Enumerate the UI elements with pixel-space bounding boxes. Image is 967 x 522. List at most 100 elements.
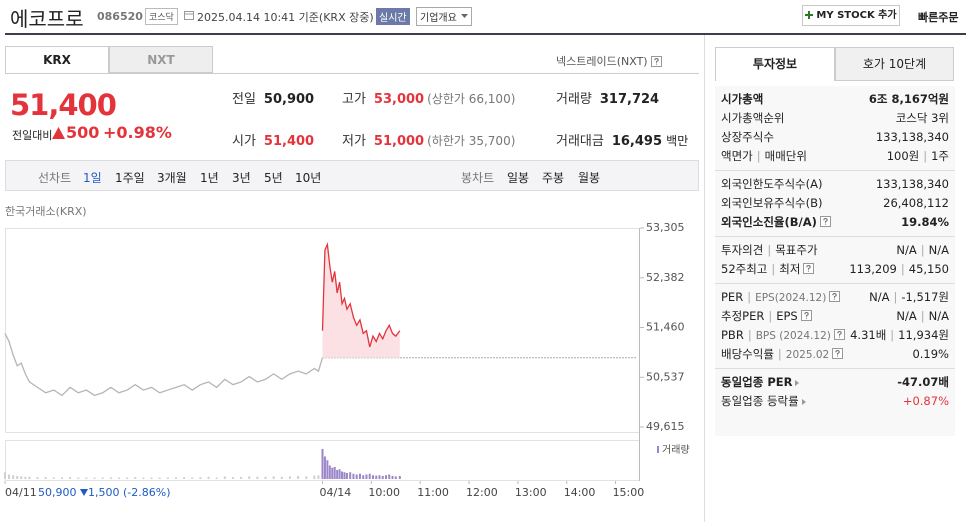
krx-tab[interactable]: KRX [5,46,109,73]
info-row[interactable]: 동일업종 등락률 +0.87% [715,392,955,411]
period-button[interactable]: 5년 [264,171,283,185]
volume-bar [69,477,72,479]
info-value: -47.07배 [897,375,949,389]
header-rule [5,33,966,35]
info-value: N/A [869,290,890,304]
volume-bar [12,475,15,479]
candle-button[interactable]: 일봉 [507,171,530,185]
info-row: 52주최고 | 최저 113,209 | 45,150 [715,260,955,279]
separator: | [923,149,928,163]
volume-bar [215,477,218,479]
y-tick-label: 49,615 [646,420,685,433]
info-group: 시가총액 6조 8,167억원 시가총액순위 코스닥 3위 상장주식수 133,138… [715,86,955,171]
overview-dropdown[interactable]: 기업개요 [416,7,472,26]
stat-prev: 전일 50,900 [232,88,314,107]
info-row: PER | EPS(2024.12) N/A | -1,517원 [715,288,955,307]
volume-bar [20,476,23,479]
prev-rate: (-2.86%) [123,486,171,499]
separator: | [777,347,782,361]
info-value: N/A [896,243,917,257]
period-button[interactable]: 1년 [200,171,219,185]
realtime-badge: 실시간 [376,8,410,25]
info-label: 매매단위 [764,149,807,163]
volume-bar [223,476,226,479]
separator: | [890,328,895,342]
period-button[interactable]: 1주일 [115,171,145,185]
volume-bar [378,475,381,479]
volume-bar [4,472,6,479]
help-glyph [837,331,842,338]
volume-bar [391,476,394,479]
volume-bar [109,477,112,479]
info-label: 2025.02 [785,349,830,361]
help-glyph [804,312,809,319]
info-value: 코스닥 3위 [895,111,949,125]
info-label: 외국인보유주식수(B) [721,196,823,210]
volume-bar [191,477,194,479]
info-row: 외국인소진율(B/A) 19.84% [715,213,955,232]
stat-value: 51,000 [373,134,425,149]
quick-order[interactable]: 빠른주문 [918,11,959,24]
period-button[interactable]: 10년 [295,171,322,185]
nxt-tab[interactable]: NXT [109,46,213,73]
candle-button[interactable]: 주봉 [542,171,565,185]
exchange-label: 한국거래소(KRX) [5,205,87,218]
volume-bar [331,467,334,479]
price-line [4,333,324,397]
volume-bar [365,474,368,479]
info-value: N/A [896,309,917,323]
volume-bar [388,474,391,479]
volume-bar [207,476,210,479]
help-icon[interactable] [833,329,845,340]
info-value: N/A [928,309,949,323]
volume-bar [231,477,234,479]
prev-change: 1,500 [88,486,120,499]
volume-bar [150,477,153,479]
info-group: 외국인한도주식수(A) 133,138,340 외국인보유주식수(B) 26,408… [715,171,955,237]
info-tab[interactable]: 투자정보 [715,47,835,81]
stat-amount: 거래대금 16,495 백만 [556,130,688,149]
volume-bar [44,477,47,479]
period-button[interactable]: 3년 [232,171,251,185]
stat-value: 51,400 [263,134,315,149]
volume-bar [352,473,355,479]
help-icon[interactable] [800,310,812,321]
volume-bar [183,477,186,479]
stat-volume: 거래량 317,724 [556,88,659,107]
info-label: 외국인한도주식수(A) [721,177,823,191]
help-icon[interactable] [829,291,841,302]
stat-label: 고가 [342,92,366,107]
prev-close: 50,900 [38,486,77,499]
info-label: BPS (2024.12) [755,330,831,342]
volume-bar [355,474,358,479]
info-value: 45,150 [908,262,949,276]
stat-low: 저가 51,000 (하한가 35,700) [342,130,515,149]
volume-bar [345,473,348,479]
nxt-link[interactable]: 넥스트레이드(NXT) [556,53,662,69]
stat-label: 전일 [232,92,256,107]
orderbook-tab[interactable]: 호가 10단계 [835,47,954,81]
tab-rule [5,73,699,74]
change-amount: 500 [66,123,100,142]
help-icon[interactable] [803,263,815,274]
info-value: N/A [928,243,949,257]
my-stock-button[interactable]: MY STOCK 추가 [802,5,900,26]
separator: | [920,243,925,257]
info-value: 19.84% [901,215,949,229]
nxt-link-label: 넥스트레이드(NXT) [556,55,648,68]
help-icon[interactable] [832,348,844,359]
stat-open: 시가 51,400 [232,130,314,149]
x-tick-label: 04/14 [320,486,352,499]
period-button[interactable]: 3개월 [157,171,187,185]
my-stock-label: MY STOCK 추가 [816,10,897,21]
info-panel: 시가총액 6조 8,167억원 시가총액순위 코스닥 3위 상장주식수 133,138… [715,86,955,436]
candle-button[interactable]: 월봉 [578,171,601,185]
info-row[interactable]: 동일업종 PER -47.07배 [715,373,955,392]
separator: | [747,328,752,342]
panel-divider [704,35,705,522]
help-icon[interactable] [650,55,662,67]
help-icon[interactable] [819,216,831,227]
period-button[interactable]: 1일 [83,171,102,185]
info-value: 11,934원 [898,328,949,342]
volume-bar [358,473,361,479]
